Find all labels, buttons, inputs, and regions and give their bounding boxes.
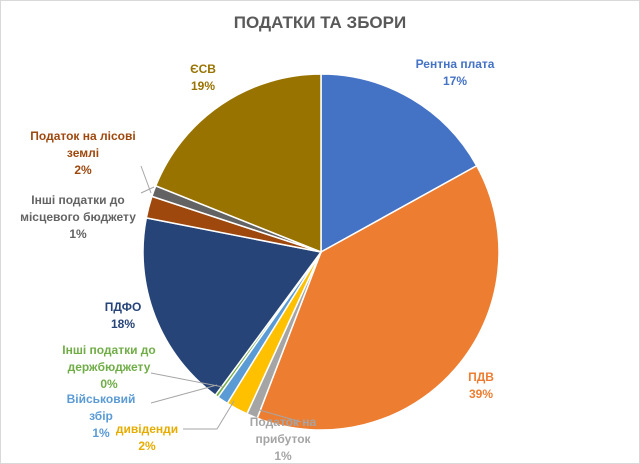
slice-label-4: Військовий збір 1% [67, 392, 136, 440]
slice-label-2: Податок на прибуток 1% [250, 415, 317, 463]
slice-label-8: Інші податки до місцевого бюджету 1% [20, 193, 136, 241]
slice-label-1: ПДВ 39% [468, 370, 494, 401]
pie-slice-1 [256, 164, 500, 431]
slice-label-9: ЄСВ 19% [190, 62, 216, 93]
slice-label-0: Рентна плата 17% [416, 57, 495, 88]
leader-line-3 [183, 400, 235, 430]
pie-slice-0 [320, 73, 478, 254]
leader-line-4 [150, 384, 218, 404]
pie-slice-9 [154, 73, 322, 254]
slice-label-5: Інші податки до держбюджету 0% [62, 343, 156, 391]
leader-line-5 [150, 372, 224, 388]
slice-label-3: дивіденди 2% [116, 422, 178, 453]
slice-label-6: ПДФО 18% [105, 300, 142, 331]
slice-label-7: Податок на лісові землі 2% [30, 129, 135, 177]
leader-line-7 [140, 165, 152, 194]
chart-title: ПОДАТКИ ТА ЗБОРИ [233, 13, 407, 32]
leader-line-8 [140, 186, 155, 194]
leader-line-2 [255, 408, 302, 423]
